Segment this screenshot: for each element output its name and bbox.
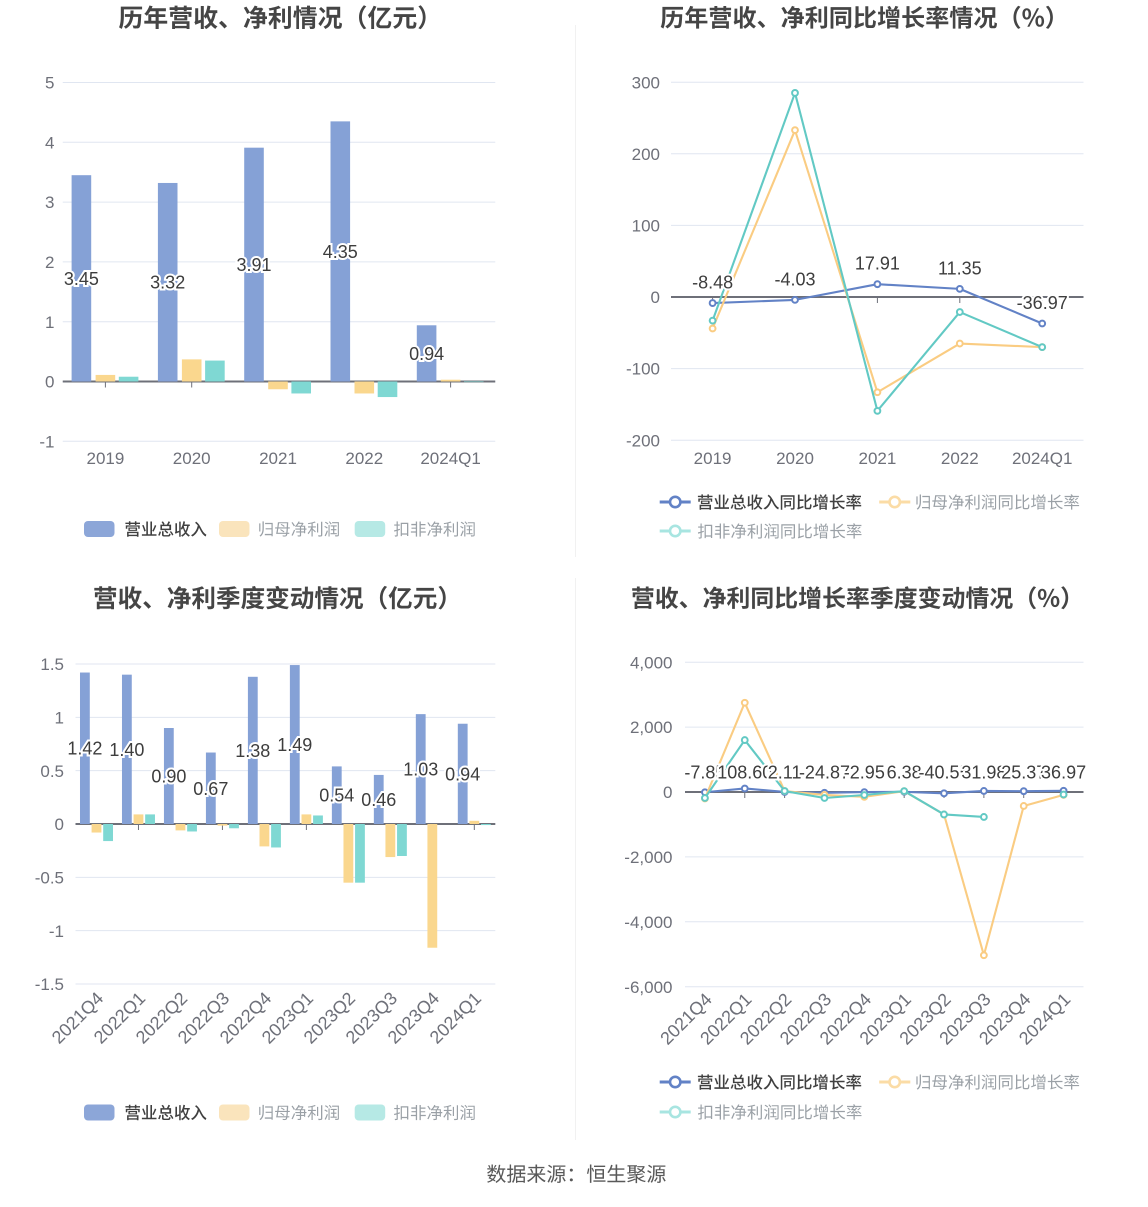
svg-text:-4.03: -4.03 xyxy=(774,269,815,289)
svg-text:0: 0 xyxy=(663,783,672,802)
svg-text:0: 0 xyxy=(45,373,54,392)
svg-text:0: 0 xyxy=(55,815,64,834)
svg-text:17.91: 17.91 xyxy=(855,254,900,274)
svg-text:2022: 2022 xyxy=(345,449,383,468)
svg-text:4.35: 4.35 xyxy=(323,242,358,262)
svg-text:2019: 2019 xyxy=(694,449,732,468)
svg-text:-2.95: -2.95 xyxy=(844,762,885,782)
svg-text:2024Q1: 2024Q1 xyxy=(1012,449,1073,468)
svg-text:4,000: 4,000 xyxy=(630,653,673,672)
svg-text:0.90: 0.90 xyxy=(151,766,186,786)
svg-text:-0.5: -0.5 xyxy=(35,868,64,887)
svg-text:2022: 2022 xyxy=(941,449,979,468)
svg-text:108.60: 108.60 xyxy=(717,762,772,782)
svg-text:3: 3 xyxy=(45,193,54,212)
svg-text:1: 1 xyxy=(45,313,54,332)
svg-text:2021: 2021 xyxy=(259,449,297,468)
svg-text:0.94: 0.94 xyxy=(409,344,444,364)
svg-text:2021: 2021 xyxy=(858,449,896,468)
svg-text:2020: 2020 xyxy=(173,449,211,468)
svg-text:-6,000: -6,000 xyxy=(624,978,672,997)
svg-text:31.98: 31.98 xyxy=(961,762,1006,782)
svg-text:1.49: 1.49 xyxy=(277,735,312,755)
svg-text:2,000: 2,000 xyxy=(630,718,673,737)
svg-text:300: 300 xyxy=(632,73,660,92)
svg-text:1.03: 1.03 xyxy=(403,760,438,780)
svg-text:0.46: 0.46 xyxy=(361,790,396,810)
svg-text:2024Q1: 2024Q1 xyxy=(420,449,481,468)
svg-text:2.11: 2.11 xyxy=(768,762,802,782)
svg-text:0: 0 xyxy=(651,288,660,307)
svg-text:3.32: 3.32 xyxy=(150,273,185,293)
svg-text:3.91: 3.91 xyxy=(236,255,271,275)
svg-text:-7.85: -7.85 xyxy=(684,762,725,782)
svg-text:5: 5 xyxy=(45,74,54,93)
svg-text:11.35: 11.35 xyxy=(938,258,982,278)
svg-text:6.38: 6.38 xyxy=(887,762,922,782)
svg-text:-200: -200 xyxy=(626,431,660,450)
svg-text:200: 200 xyxy=(632,145,660,164)
svg-text:2: 2 xyxy=(45,253,54,272)
svg-text:1: 1 xyxy=(55,708,64,727)
svg-text:2020: 2020 xyxy=(776,449,814,468)
svg-text:0.5: 0.5 xyxy=(40,762,64,781)
svg-text:4: 4 xyxy=(45,133,54,152)
svg-text:-100: -100 xyxy=(626,360,660,379)
svg-text:-8.48: -8.48 xyxy=(692,273,733,293)
svg-text:0.94: 0.94 xyxy=(445,764,480,784)
svg-text:1.40: 1.40 xyxy=(109,740,144,760)
svg-text:2019: 2019 xyxy=(86,449,124,468)
svg-text:36.97: 36.97 xyxy=(1041,762,1086,782)
svg-text:-4,000: -4,000 xyxy=(624,913,672,932)
svg-text:-40.55: -40.55 xyxy=(918,762,969,782)
svg-text:1.5: 1.5 xyxy=(40,655,64,674)
svg-text:25.37: 25.37 xyxy=(1001,762,1046,782)
svg-text:-1: -1 xyxy=(49,922,64,941)
svg-text:3.45: 3.45 xyxy=(64,269,99,289)
svg-text:-2,000: -2,000 xyxy=(624,848,672,867)
svg-text:0.54: 0.54 xyxy=(319,786,354,806)
svg-text:-1.5: -1.5 xyxy=(35,975,64,994)
svg-text:-36.97: -36.97 xyxy=(1017,293,1068,313)
svg-text:-1: -1 xyxy=(39,432,54,451)
svg-text:1.38: 1.38 xyxy=(235,741,270,761)
svg-text:100: 100 xyxy=(632,217,660,236)
svg-text:-24.87: -24.87 xyxy=(799,762,850,782)
svg-text:0.67: 0.67 xyxy=(193,779,228,799)
svg-text:1.42: 1.42 xyxy=(67,739,102,759)
